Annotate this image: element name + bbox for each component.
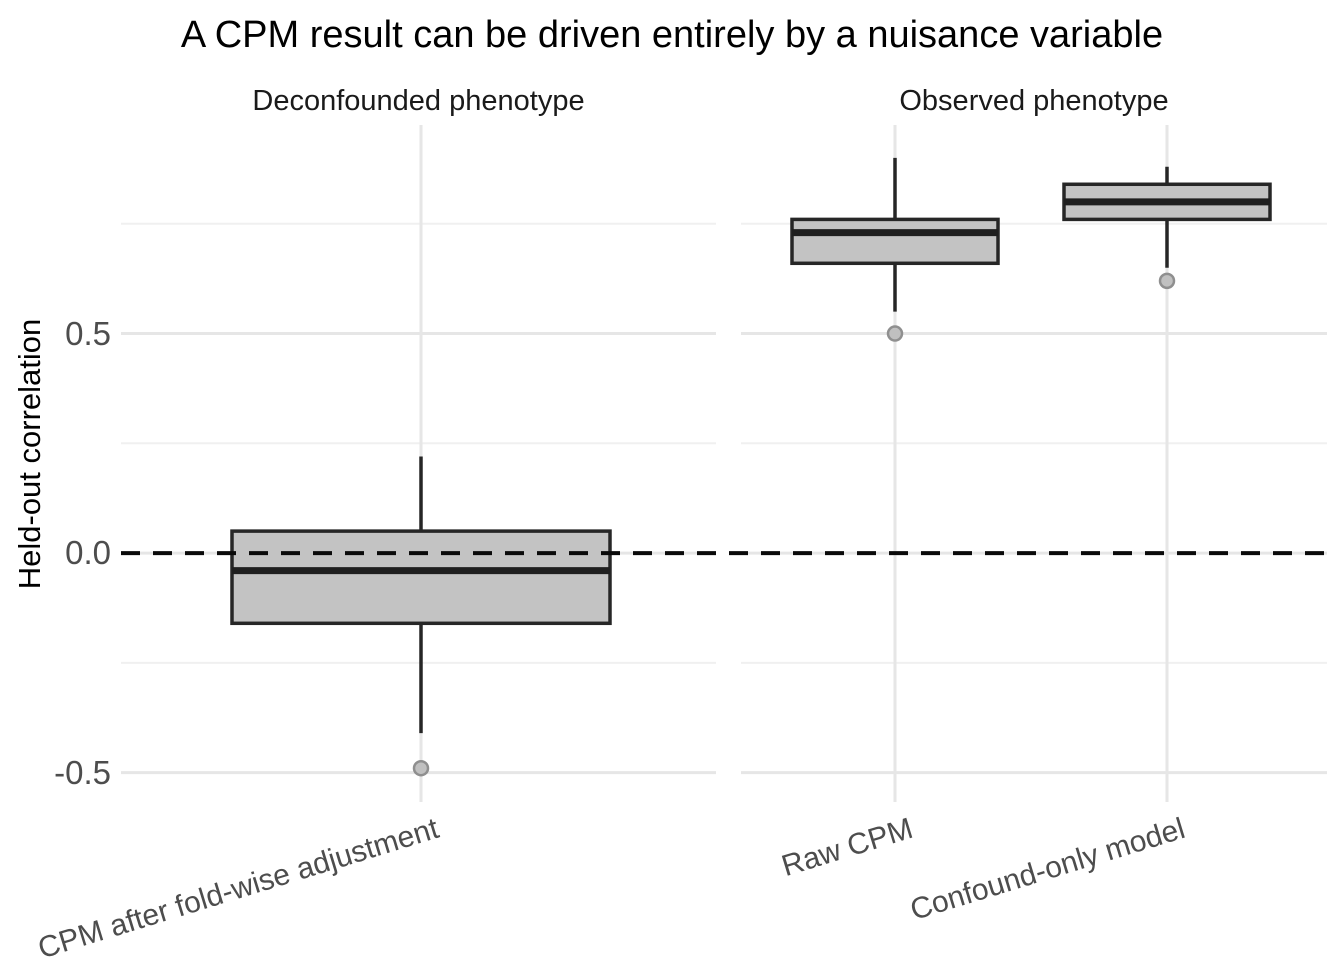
box-rect <box>790 217 1000 266</box>
facet-strip-label-observed: Observed phenotype <box>899 85 1169 117</box>
chart-title: A CPM result can be driven entirely by a… <box>180 14 1164 56</box>
outlier-point <box>886 325 904 342</box>
outlier-point <box>1158 272 1176 290</box>
facet-strip-label-deconfounded: Deconfounded phenotype <box>252 85 585 117</box>
y-tick-label: 0.0 <box>65 534 111 572</box>
y-tick-label: -0.5 <box>54 753 111 791</box>
y-tick-label: 0.5 <box>65 314 111 352</box>
outlier-point <box>412 759 430 777</box>
box-rect <box>230 529 612 626</box>
